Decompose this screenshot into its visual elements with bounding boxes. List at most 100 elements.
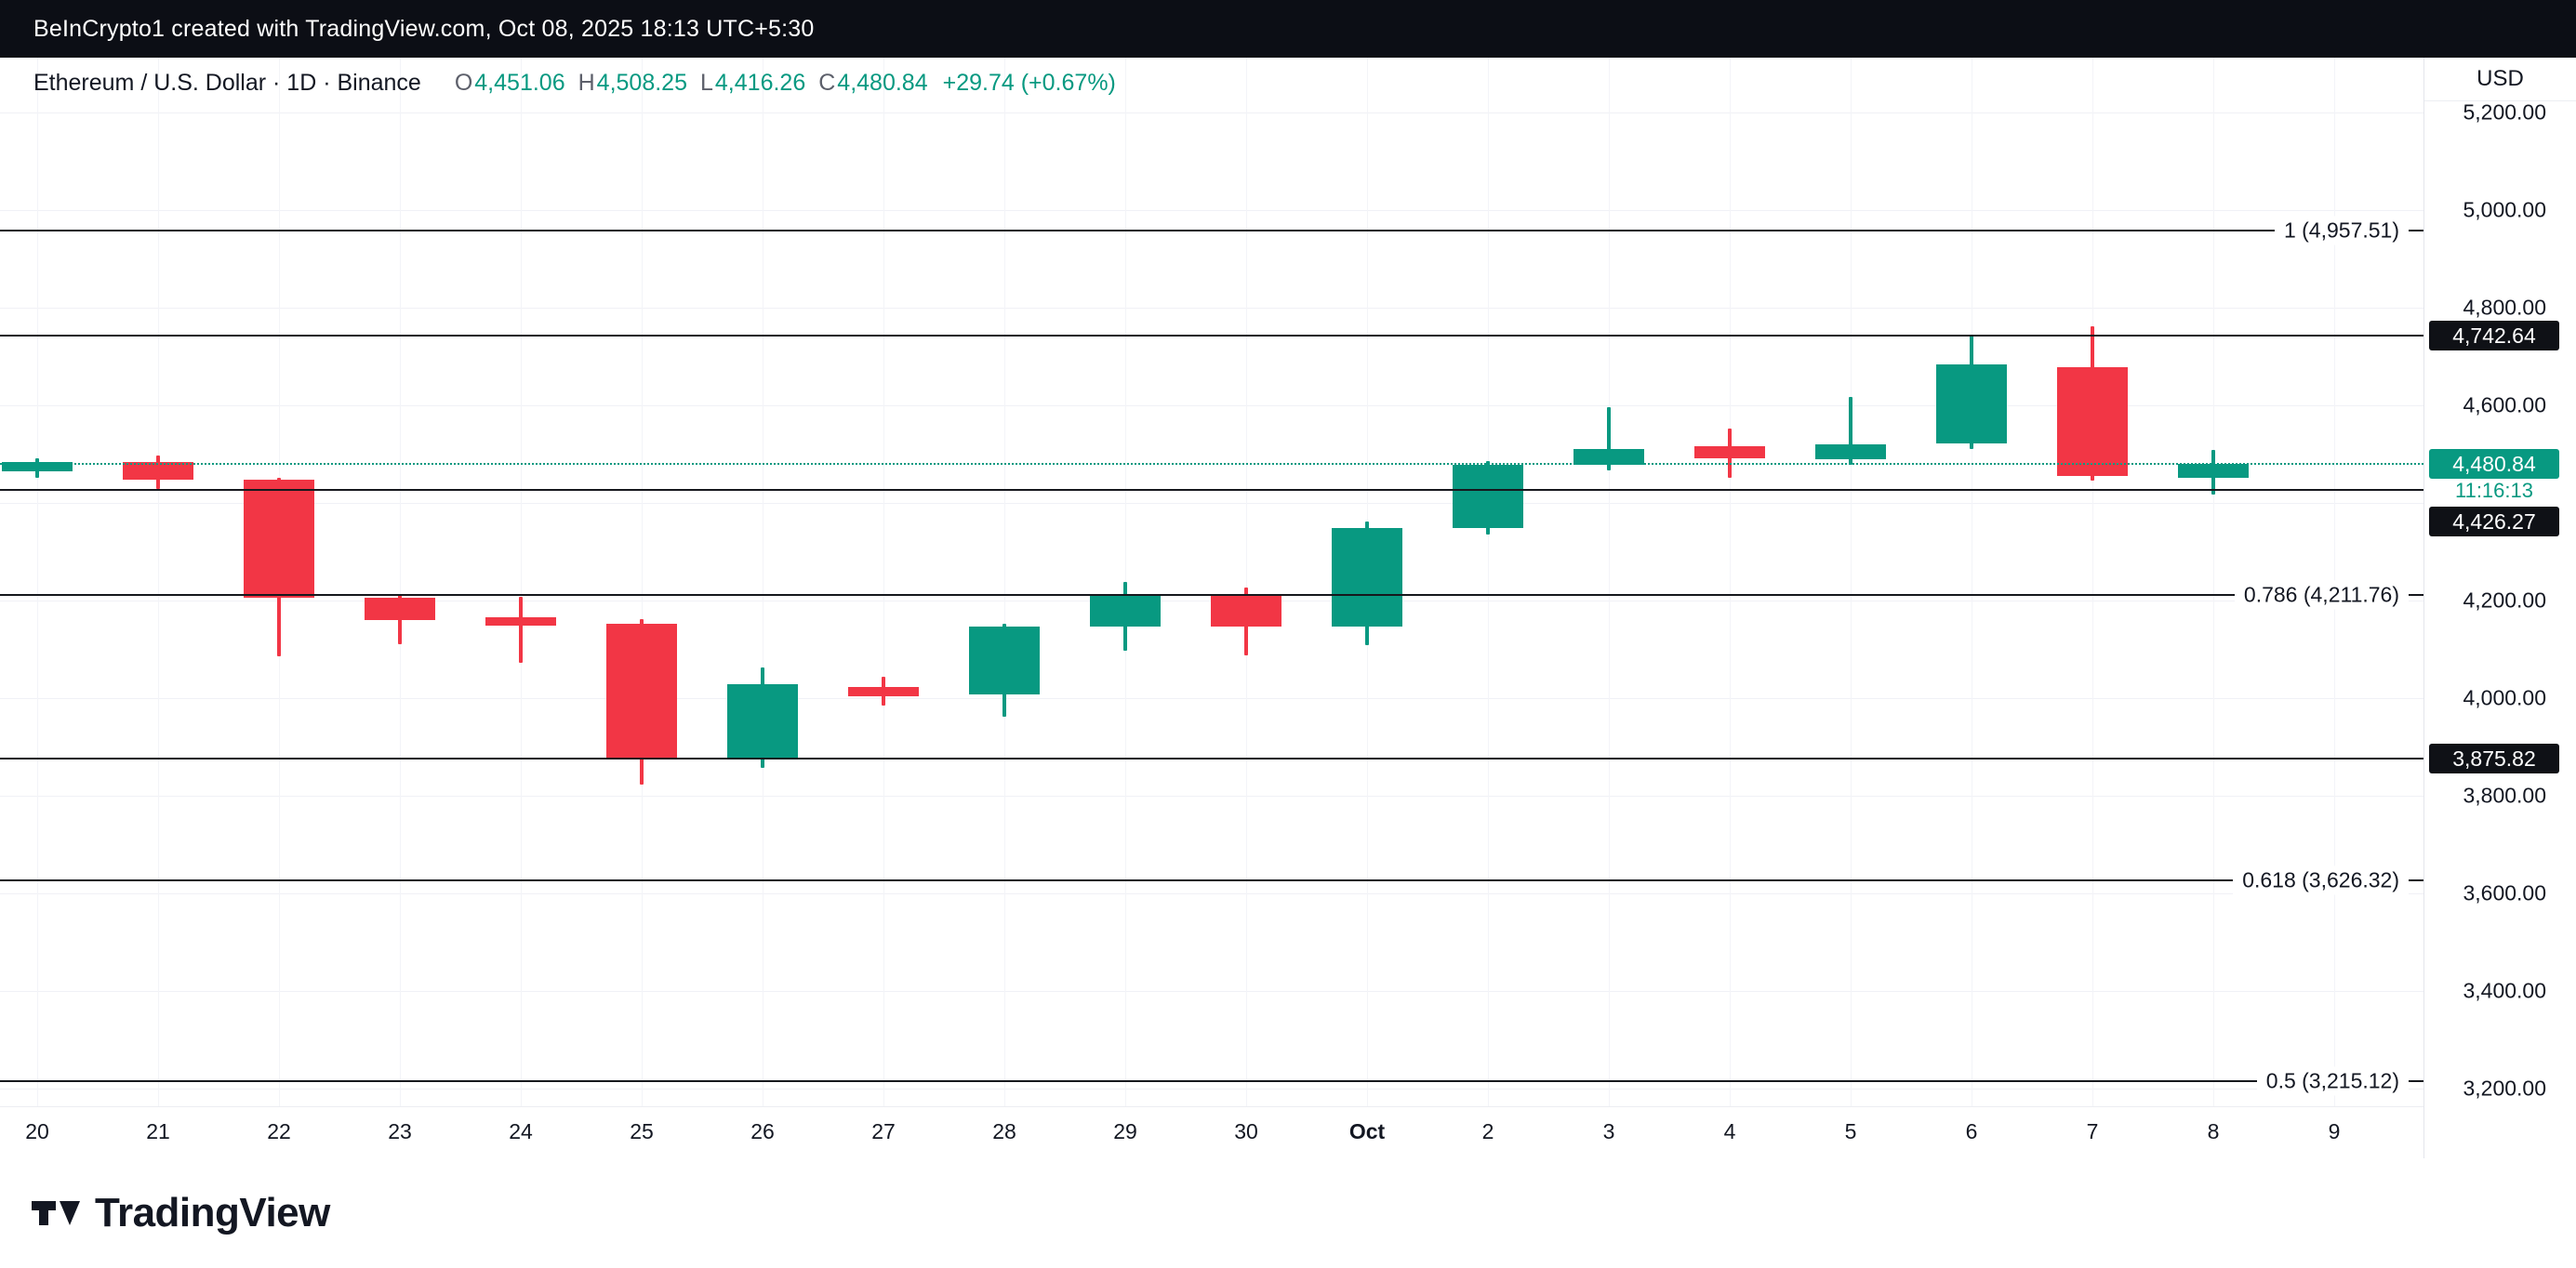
time-label: 22 bbox=[267, 1119, 291, 1143]
time-label: 4 bbox=[1723, 1119, 1736, 1143]
time-label: 28 bbox=[992, 1119, 1016, 1143]
time-label: 9 bbox=[2328, 1119, 2341, 1143]
candle-body-down bbox=[485, 617, 556, 627]
chart-pane: 1 (4,957.51) 0.786 (4,211.76) 0.618 (3,626… bbox=[0, 58, 2576, 1158]
price-tick-label: 3,200.00 bbox=[2463, 1076, 2546, 1101]
grid-line-vertical bbox=[2092, 58, 2093, 1106]
candle-body-up bbox=[1090, 593, 1161, 627]
fib-level-line[interactable] bbox=[0, 879, 2423, 882]
fib-level-line[interactable] bbox=[0, 489, 2423, 492]
price-tick-label: 3,400.00 bbox=[2463, 978, 2546, 1003]
price-tick-label: 5,000.00 bbox=[2463, 197, 2546, 222]
price-tick-label: 5,200.00 bbox=[2463, 99, 2546, 125]
ohlc-label: C bbox=[818, 69, 836, 96]
price-tick-label: 4,000.00 bbox=[2463, 685, 2546, 710]
time-label: 25 bbox=[630, 1119, 654, 1143]
tradingview-logo-icon bbox=[32, 1201, 80, 1225]
grid-line-vertical bbox=[1246, 58, 1247, 1106]
time-label: 29 bbox=[1113, 1119, 1137, 1143]
footer-bar: TradingView bbox=[0, 1158, 2576, 1268]
attribution-text: BeInCrypto1 created with TradingView.com… bbox=[33, 15, 815, 42]
candle-body-up bbox=[969, 627, 1040, 694]
candle-wick-down bbox=[519, 596, 523, 664]
attribution-bar: BeInCrypto1 created with TradingView.com… bbox=[0, 0, 2576, 58]
ohlc-label: O bbox=[454, 69, 473, 96]
price-tick-label: 3,600.00 bbox=[2463, 880, 2546, 905]
price-tick-label: 4,800.00 bbox=[2463, 295, 2546, 320]
candle-body-down bbox=[1694, 446, 1765, 458]
grid-line-vertical bbox=[400, 58, 401, 1106]
time-label: 6 bbox=[1965, 1119, 1978, 1143]
fib-level-line[interactable] bbox=[0, 230, 2423, 232]
time-label: 26 bbox=[750, 1119, 775, 1143]
price-tick-label: 4,600.00 bbox=[2463, 392, 2546, 417]
fib-level-label: 0.5 (3,215.12) bbox=[2256, 1066, 2409, 1096]
candle-body-down bbox=[2057, 367, 2128, 476]
ohlc-value: 4,480.84 bbox=[837, 69, 928, 96]
grid-line-vertical bbox=[1730, 58, 1731, 1106]
grid-line-vertical bbox=[1125, 58, 1126, 1106]
symbol-title[interactable]: Ethereum / U.S. Dollar · 1D · Binance bbox=[33, 69, 421, 96]
fib-level-line[interactable] bbox=[0, 1080, 2423, 1083]
candle-body-down bbox=[606, 624, 677, 759]
fib-level-line[interactable] bbox=[0, 593, 2423, 596]
plot-area[interactable]: 1 (4,957.51) 0.786 (4,211.76) 0.618 (3,626… bbox=[0, 58, 2423, 1158]
candle-body-up bbox=[1453, 465, 1523, 529]
ohlc-value: 4,451.06 bbox=[474, 69, 565, 96]
chart-legend[interactable]: Ethereum / U.S. Dollar · 1D · Binance O4… bbox=[33, 65, 1116, 100]
time-label: 3 bbox=[1602, 1119, 1615, 1143]
grid-line-vertical bbox=[1609, 58, 1610, 1106]
candle-body-up bbox=[727, 684, 798, 759]
price-tick-label: 4,200.00 bbox=[2463, 588, 2546, 613]
grid-line-horizontal bbox=[0, 308, 2423, 309]
grid-line-horizontal bbox=[0, 210, 2423, 211]
time-label: 23 bbox=[388, 1119, 412, 1143]
fib-level-label: 0.618 (3,626.32) bbox=[2233, 865, 2409, 895]
candle-body-up bbox=[2, 461, 73, 471]
price-tick-label: 3,800.00 bbox=[2463, 783, 2546, 808]
price-level-badge: 4,426.27 bbox=[2429, 506, 2559, 536]
grid-line-vertical bbox=[521, 58, 522, 1106]
time-label: 20 bbox=[25, 1119, 49, 1143]
ohlc-value: 4,508.25 bbox=[596, 69, 687, 96]
grid-line-vertical bbox=[2213, 58, 2214, 1106]
grid-line-horizontal bbox=[0, 405, 2423, 406]
fib-level-label: 0.786 (4,211.76) bbox=[2234, 580, 2409, 610]
fib-level-label: 1 (4,957.51) bbox=[2274, 216, 2409, 245]
tradingview-logo-text: TradingView bbox=[95, 1190, 330, 1235]
price-axis[interactable]: USD 5,200.00 5,000.00 4,800.00 4,600.00 4,20… bbox=[2423, 58, 2576, 1158]
current-price-line bbox=[0, 462, 2423, 465]
candle-body-down bbox=[244, 480, 314, 599]
tradingview-logo[interactable]: TradingView bbox=[32, 1190, 330, 1236]
grid-line-vertical bbox=[37, 58, 38, 1106]
fib-level-line[interactable] bbox=[0, 335, 2423, 337]
time-label: 5 bbox=[1844, 1119, 1857, 1143]
fib-level-line[interactable] bbox=[0, 758, 2423, 760]
currency-button[interactable]: USD bbox=[2424, 58, 2576, 101]
time-label: Oct bbox=[1348, 1119, 1386, 1143]
grid-line-horizontal bbox=[0, 796, 2423, 797]
candle-wick-up bbox=[1849, 396, 1852, 466]
ohlc-values: O4,451.06 H4,508.25 L4,416.26 C4,480.84 bbox=[442, 70, 928, 97]
grid-line-horizontal bbox=[0, 112, 2423, 113]
candle-body-down bbox=[123, 461, 193, 481]
time-label: 27 bbox=[871, 1119, 896, 1143]
grid-line-vertical bbox=[1851, 58, 1852, 1106]
grid-line-horizontal bbox=[0, 698, 2423, 699]
grid-line-vertical bbox=[1004, 58, 1005, 1106]
grid-line-horizontal bbox=[0, 503, 2423, 504]
candle-body-down bbox=[848, 687, 919, 696]
time-label: 30 bbox=[1234, 1119, 1258, 1143]
price-level-badge: 4,742.64 bbox=[2429, 321, 2559, 351]
candle-body-up bbox=[1815, 444, 1886, 459]
candle-body-up bbox=[1573, 449, 1644, 466]
ohlc-label: H bbox=[578, 69, 595, 96]
time-label: 21 bbox=[146, 1119, 170, 1143]
candle-body-up bbox=[2178, 463, 2249, 479]
time-label: 8 bbox=[2207, 1119, 2220, 1143]
candle-body-up bbox=[1332, 528, 1402, 627]
time-axis-divider bbox=[0, 1106, 2576, 1107]
candle-body-down bbox=[1211, 593, 1281, 627]
candle-body-down bbox=[365, 598, 435, 620]
